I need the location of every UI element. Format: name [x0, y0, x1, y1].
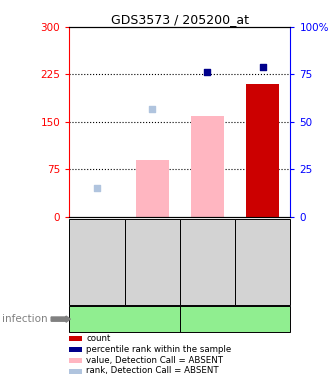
Text: value, Detection Call = ABSENT: value, Detection Call = ABSENT — [86, 356, 223, 365]
Text: rank, Detection Call = ABSENT: rank, Detection Call = ABSENT — [86, 366, 219, 376]
Point — [205, 70, 210, 76]
Text: C. pneumonia: C. pneumonia — [90, 314, 159, 324]
Text: percentile rank within the sample: percentile rank within the sample — [86, 345, 232, 354]
Text: control: control — [218, 314, 252, 324]
Point — [260, 64, 265, 70]
Title: GDS3573 / 205200_at: GDS3573 / 205200_at — [111, 13, 249, 26]
Text: GSM321607: GSM321607 — [92, 235, 101, 290]
Point — [149, 106, 155, 112]
Bar — [136, 160, 169, 217]
Text: count: count — [86, 334, 111, 343]
Text: GSM321605: GSM321605 — [203, 235, 212, 290]
Bar — [246, 84, 279, 217]
Bar — [191, 116, 224, 217]
Point — [94, 185, 100, 192]
Text: GSM321608: GSM321608 — [148, 235, 157, 290]
Text: infection: infection — [2, 314, 47, 324]
Text: GSM321606: GSM321606 — [258, 235, 267, 290]
